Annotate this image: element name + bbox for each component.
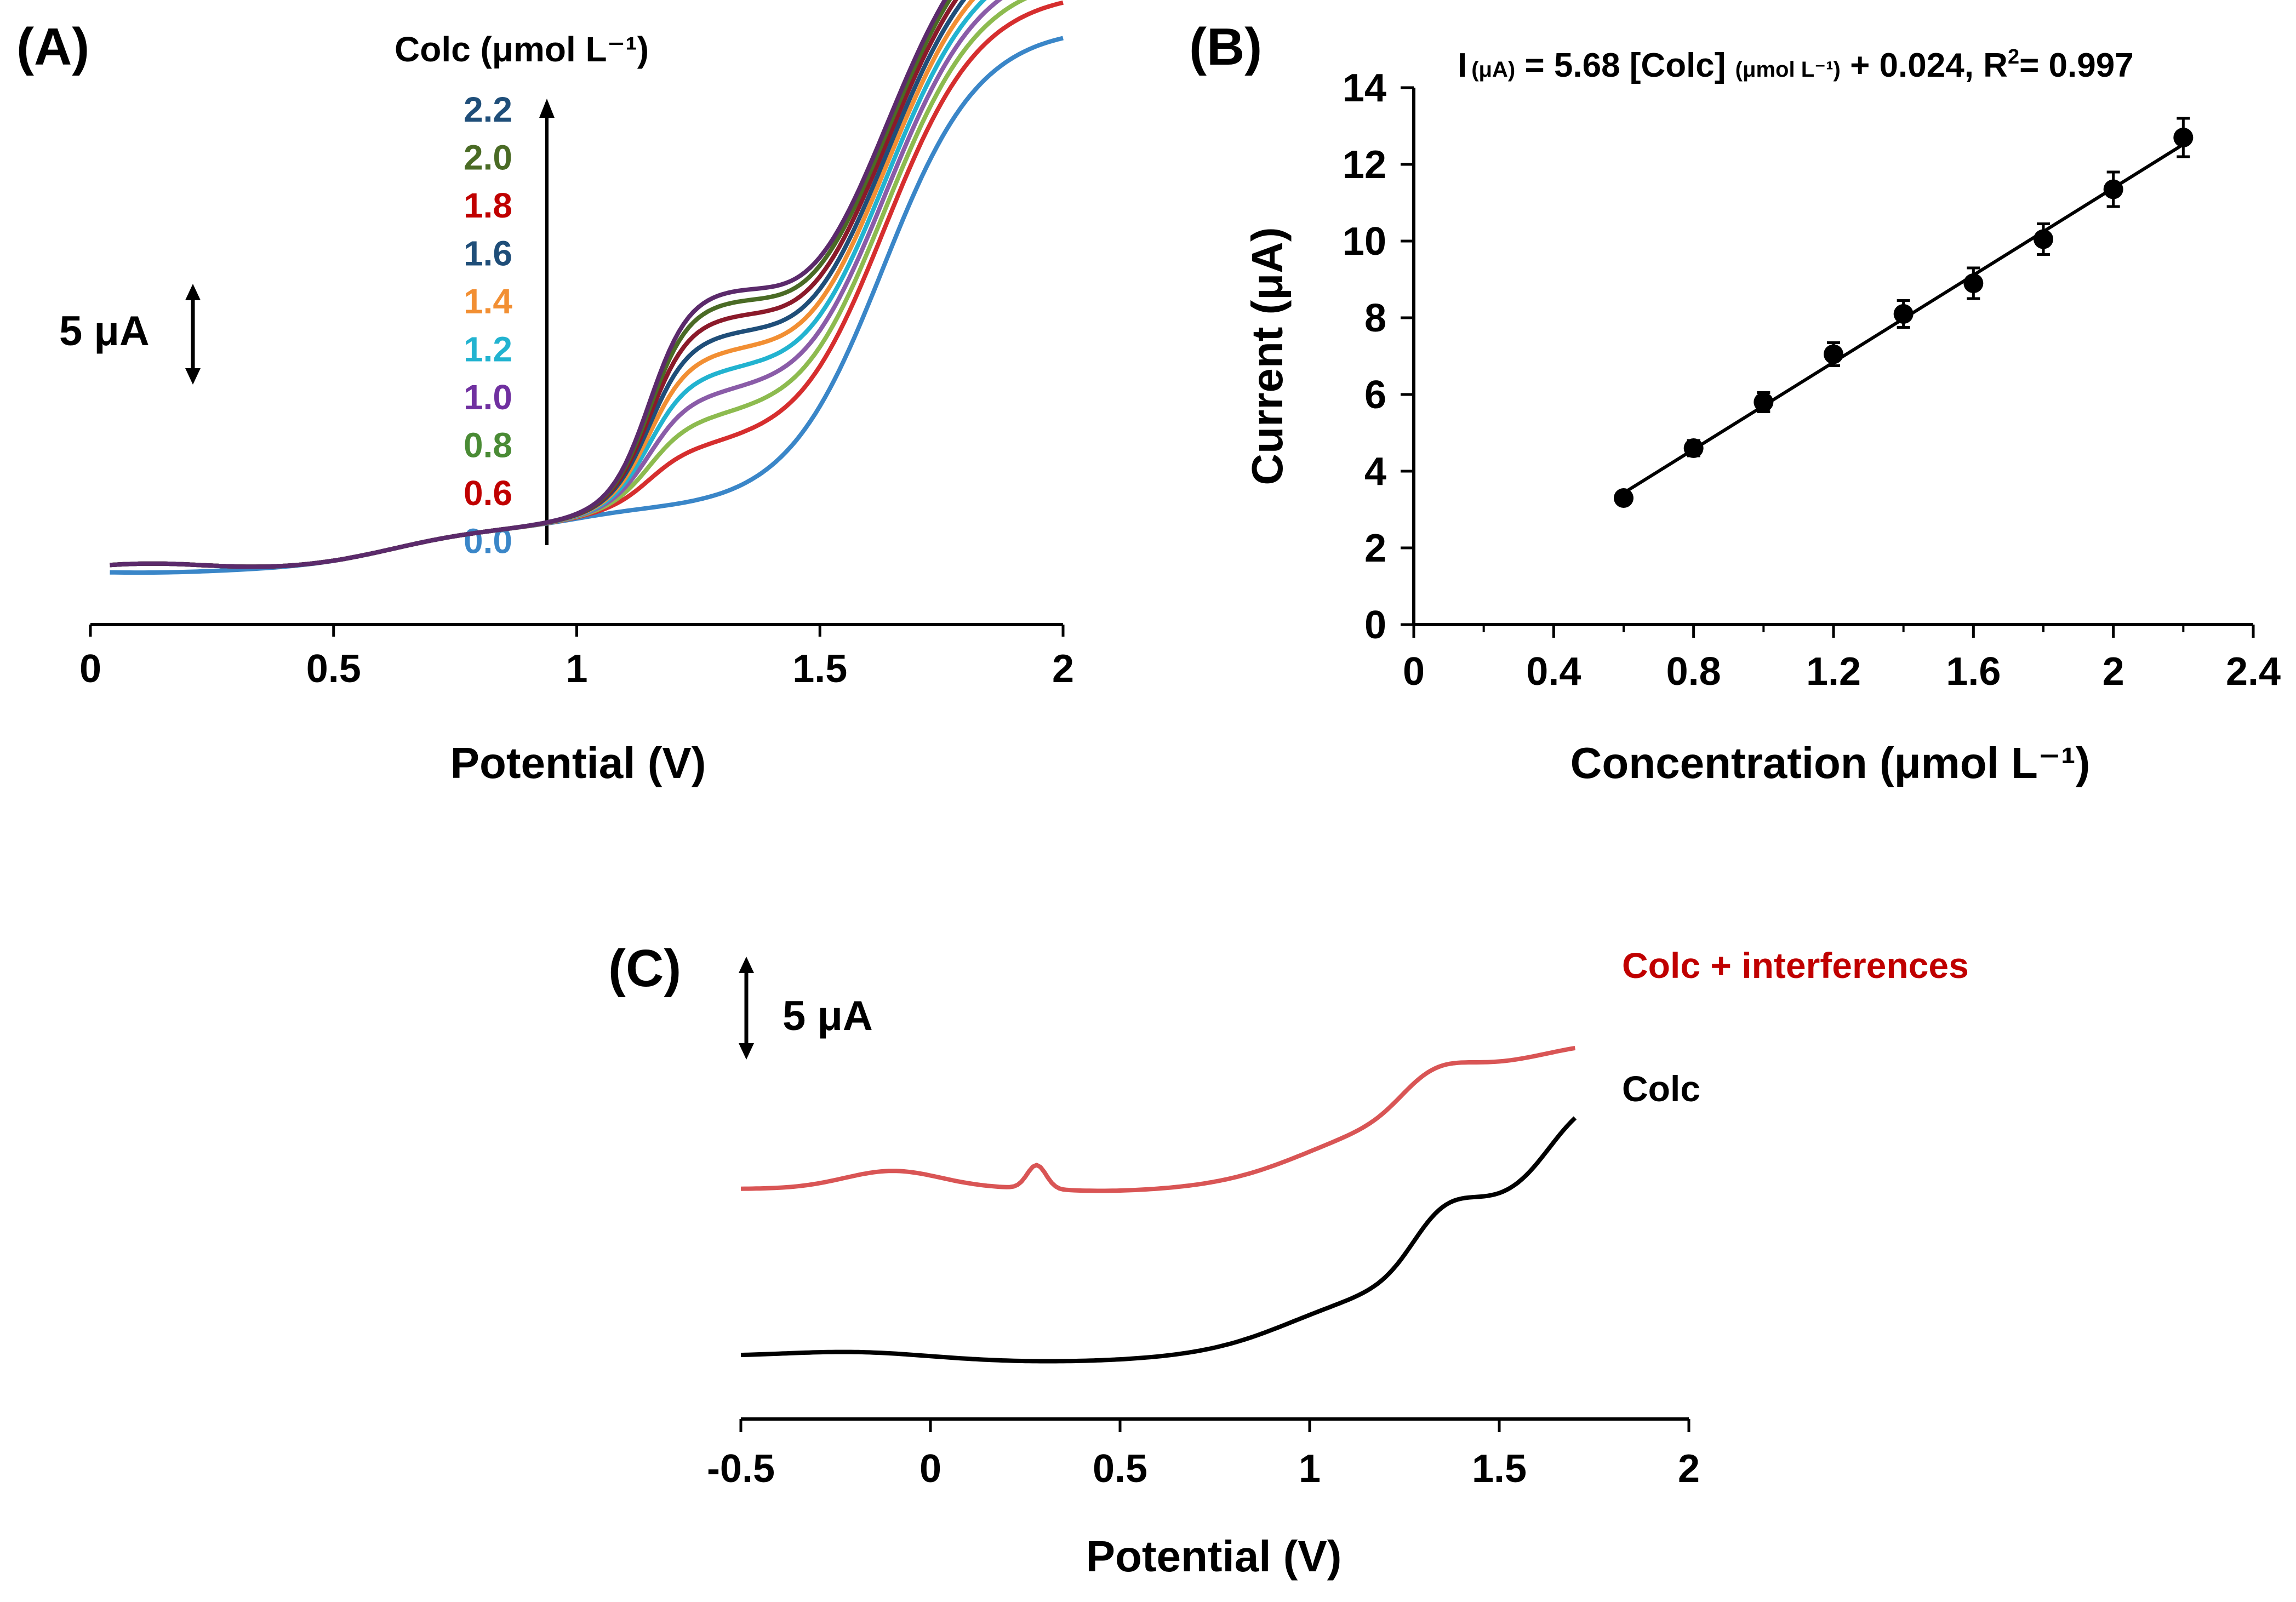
panel-a-series-line [110,36,1064,575]
panel-b-x-tick-label: 0.8 [1666,650,1721,694]
eq-r-value: = 0.997 [2019,47,2134,84]
panel-a-x-tick-label: 0 [79,647,101,691]
panel-b-data-point [1963,273,1984,293]
panel-a-x-tick-label: 0.5 [306,647,361,691]
panel-c-x-tick-label: -0.5 [707,1447,775,1491]
eq-rhs1: = 5.68 [Colc] [1515,47,1735,84]
panel-a-legend-item: 1.0 [464,377,512,417]
panel-c-scale-bar: 5 μA [739,957,873,1060]
eq-conc-unit: (μmol L⁻¹) [1735,58,1841,82]
panel-c: (C) 5 μA Colc + interferences Colc -0.5 0… [608,939,1969,1581]
panel-c-label: (C) [608,939,681,998]
panel-a-curves [110,0,1064,575]
eq-i-unit: (μA) [1471,58,1515,82]
panel-b-y-tick-label: 12 [1343,143,1386,187]
panel-b-y-title: Current (μA) [1243,227,1292,485]
panel-c-scale-arrow-down-icon [739,1043,754,1060]
panel-c-series-line [740,1045,1576,1193]
panel-a-legend-item: 1.4 [464,282,512,321]
panel-b-y-tick-label: 10 [1343,220,1386,264]
panel-b-x-tick-label: 2 [2103,650,2124,694]
panel-b-y-tick-label: 4 [1364,450,1386,494]
panel-b-label: (B) [1189,18,1262,76]
panel-a-scale-arrow-up-icon [185,284,201,300]
eq-r-sup: 2 [2008,45,2019,68]
panel-b-data-point [1683,438,1704,458]
eq-rhs2: + 0.024, R [1841,47,2008,84]
panel-a-x-tick-label: 1.5 [792,647,847,691]
panel-a-legend: 2.22.01.81.61.41.21.00.80.60.0 [464,90,512,561]
panel-b-x-title: Concentration (μmol L⁻¹) [1570,739,2091,787]
panel-a-scale-arrow-down-icon [185,368,201,385]
panel-c-label-colc: Colc [1622,1068,1700,1109]
panel-a-legend-title: Colc (μmol L⁻¹) [395,30,649,69]
panel-a-concentration-arrow-icon [539,99,555,118]
panel-b-x-tick-label: 1.2 [1806,650,1861,694]
panel-c-x-tick-label: 0.5 [1093,1447,1147,1491]
panel-a-legend-item: 1.2 [464,330,512,369]
panel-c-x-ticks: -0.5 0 0.5 1 1.5 2 [707,1419,1700,1491]
panel-b-x-ticks: 0 0.4 0.8 1.2 1.6 2 2.4 [1403,625,2281,694]
panel-b-x-tick-label: 1.6 [1946,650,2001,694]
panel-b: (B) I (μA) = 5.68 [Colc] (μmol L⁻¹) + 0.0… [1189,18,2281,787]
panel-a-legend-item: 0.6 [464,473,512,513]
panel-c-x-tick-label: 1.5 [1472,1447,1527,1491]
panel-b-x-tick-label: 0.4 [1526,650,1581,694]
panel-a-series-line [110,0,975,569]
panel-c-scale-label: 5 μA [783,993,873,1039]
panel-b-y-tick-label: 6 [1364,373,1386,417]
panel-b-y-tick-label: 2 [1364,527,1386,570]
panel-b-y-tick-label: 8 [1364,296,1386,340]
panel-c-scale-arrow-up-icon [739,957,754,973]
panel-c-x-tick-label: 0 [919,1447,941,1491]
panel-a: (A) 5 μA Colc (μmol L⁻¹) 2.2 2.0 1.8 1.6 1.4… [16,0,1074,787]
panel-a-legend-item: 1.8 [464,186,512,225]
panel-b-data-point [2034,229,2053,249]
eq-i: I [1458,47,1467,84]
panel-b-data-point [1824,344,1843,364]
panel-b-y-tick-label: 0 [1364,603,1386,647]
panel-a-legend-item: 2.2 [464,90,512,129]
panel-c-x-tick-label: 1 [1299,1447,1321,1491]
panel-b-data-point [2173,128,2194,147]
panel-b-points [1614,117,2194,508]
panel-b-data-point [2103,179,2123,199]
panel-a-scale-bar: 5 μA [59,284,201,385]
panel-a-label: (A) [16,18,89,76]
panel-a-legend-item: 1.6 [464,234,512,273]
panel-a-x-tick-label: 1 [566,647,587,691]
panel-b-x-tick-label: 0 [1403,650,1425,694]
panel-b-data-point [1754,392,1774,412]
panel-c-x-tick-label: 2 [1678,1447,1700,1491]
panel-a-scale-label: 5 μA [59,308,150,354]
panel-b-data-point [1614,488,1634,508]
panel-c-curves [740,1045,1577,1364]
panel-b-y-tick-label: 14 [1343,66,1386,110]
panel-b-data-point [1893,304,1914,324]
panel-b-x-tick-label: 2.4 [2226,650,2281,694]
panel-a-x-tick-label: 2 [1052,647,1074,691]
panel-a-legend-item: 2.0 [464,138,512,178]
panel-a-x-ticks: 0 0.5 1 1.5 2 [79,625,1074,691]
panel-a-legend-item: 0.8 [464,426,512,465]
panel-b-equation: I (μA) = 5.68 [Colc] (μmol L⁻¹) + 0.024, … [1458,45,2134,84]
panel-a-x-title: Potential (V) [450,739,706,787]
panel-a-series-line [110,0,948,569]
panel-c-x-title: Potential (V) [1086,1532,1342,1581]
panel-b-y-ticks: 0 2 4 6 8 10 12 14 [1343,66,1414,647]
panel-c-series-line [740,1116,1577,1364]
panel-c-label-interferences: Colc + interferences [1622,945,1969,986]
